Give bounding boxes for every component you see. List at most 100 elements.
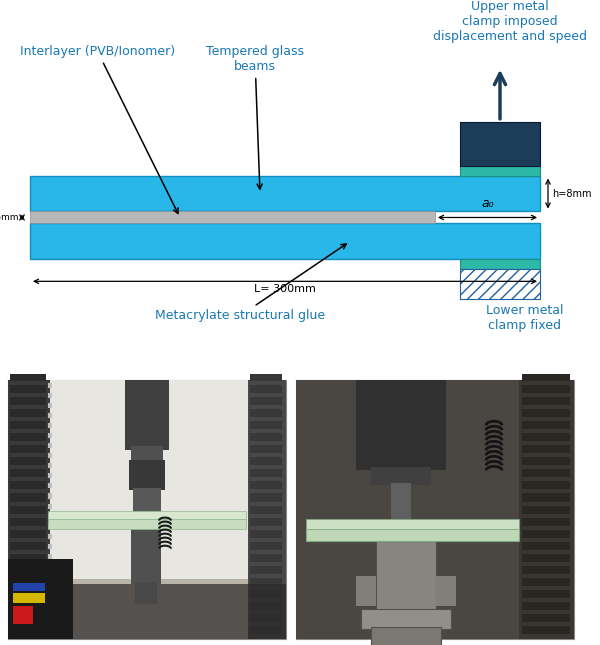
Bar bbox=[10, 626, 46, 634]
Bar bbox=[522, 530, 570, 538]
Bar bbox=[376, 541, 436, 611]
Bar bbox=[48, 513, 52, 519]
Text: Lower metal
clamp fixed: Lower metal clamp fixed bbox=[486, 304, 564, 332]
Bar bbox=[48, 511, 246, 519]
Bar bbox=[522, 470, 570, 477]
Bar bbox=[250, 602, 282, 610]
Bar bbox=[10, 590, 46, 598]
Bar bbox=[460, 166, 540, 175]
Bar bbox=[48, 524, 52, 529]
Text: Metacrylate structural glue: Metacrylate structural glue bbox=[155, 244, 346, 322]
Bar bbox=[522, 457, 570, 466]
Bar bbox=[48, 433, 52, 439]
Bar bbox=[306, 529, 519, 541]
Bar bbox=[10, 373, 46, 381]
Bar bbox=[522, 566, 570, 574]
Bar bbox=[250, 481, 282, 490]
Bar bbox=[48, 413, 52, 418]
Bar bbox=[250, 626, 282, 634]
Bar bbox=[296, 380, 574, 639]
Bar bbox=[48, 544, 52, 549]
Bar bbox=[30, 212, 435, 223]
Bar bbox=[436, 576, 456, 606]
Bar bbox=[522, 590, 570, 598]
Bar bbox=[10, 517, 46, 526]
Text: Upper metal
clamp imposed
displacement and speed: Upper metal clamp imposed displacement a… bbox=[433, 0, 587, 43]
Bar bbox=[522, 626, 570, 634]
Bar bbox=[522, 553, 570, 562]
Bar bbox=[250, 553, 282, 562]
Text: Interlayer (PVB/Ionomer): Interlayer (PVB/Ionomer) bbox=[20, 45, 178, 213]
Bar bbox=[522, 506, 570, 513]
Bar bbox=[125, 380, 169, 450]
Bar bbox=[356, 380, 446, 470]
Bar bbox=[371, 627, 441, 645]
Bar bbox=[129, 461, 165, 490]
Bar bbox=[250, 470, 282, 477]
Bar bbox=[250, 493, 282, 502]
Bar bbox=[8, 584, 286, 639]
Bar bbox=[48, 453, 52, 459]
Bar bbox=[10, 385, 46, 393]
Bar bbox=[30, 175, 540, 212]
Bar bbox=[391, 484, 411, 566]
Bar bbox=[522, 481, 570, 490]
Bar bbox=[10, 602, 46, 610]
Bar bbox=[10, 614, 46, 622]
Text: hi=0.76mm: hi=0.76mm bbox=[0, 213, 19, 222]
Bar bbox=[8, 559, 73, 639]
Bar bbox=[131, 446, 163, 461]
Bar bbox=[250, 373, 282, 381]
Bar bbox=[10, 566, 46, 574]
Bar bbox=[10, 530, 46, 538]
Bar bbox=[460, 259, 540, 270]
Text: a₀: a₀ bbox=[481, 197, 494, 210]
Bar bbox=[522, 445, 570, 453]
Bar bbox=[48, 403, 52, 408]
Bar bbox=[248, 380, 286, 639]
Bar bbox=[48, 564, 52, 569]
Bar bbox=[10, 506, 46, 513]
Bar bbox=[522, 397, 570, 405]
Bar bbox=[10, 421, 46, 430]
Bar bbox=[522, 409, 570, 417]
Bar bbox=[522, 385, 570, 393]
Bar bbox=[460, 122, 540, 166]
Bar bbox=[250, 397, 282, 405]
Bar bbox=[48, 393, 52, 398]
Bar bbox=[48, 484, 52, 488]
Bar bbox=[10, 397, 46, 405]
Bar bbox=[48, 574, 52, 579]
Bar bbox=[250, 421, 282, 430]
Bar bbox=[50, 380, 248, 579]
Bar bbox=[361, 609, 451, 629]
Bar bbox=[13, 583, 45, 591]
Bar bbox=[8, 380, 286, 639]
Bar bbox=[48, 553, 52, 559]
Bar bbox=[250, 578, 282, 586]
Text: h=8mm: h=8mm bbox=[552, 188, 592, 199]
Bar bbox=[13, 593, 45, 603]
Bar bbox=[250, 590, 282, 598]
Bar bbox=[522, 602, 570, 610]
Bar bbox=[522, 614, 570, 622]
Text: L= 300mm: L= 300mm bbox=[254, 284, 316, 294]
Bar bbox=[10, 433, 46, 441]
Bar bbox=[10, 542, 46, 550]
Bar bbox=[48, 463, 52, 468]
Bar bbox=[48, 533, 52, 539]
Bar bbox=[48, 493, 52, 499]
Bar bbox=[10, 493, 46, 502]
Text: Tempered glass
beams: Tempered glass beams bbox=[206, 45, 304, 189]
Bar bbox=[356, 576, 376, 606]
Bar bbox=[133, 488, 161, 521]
Bar bbox=[48, 473, 52, 479]
Bar bbox=[48, 504, 52, 508]
Bar bbox=[250, 566, 282, 574]
Bar bbox=[296, 380, 519, 639]
Bar bbox=[306, 519, 519, 529]
Bar bbox=[371, 468, 431, 486]
Bar bbox=[48, 443, 52, 448]
Bar bbox=[135, 582, 157, 604]
Bar bbox=[13, 606, 33, 624]
